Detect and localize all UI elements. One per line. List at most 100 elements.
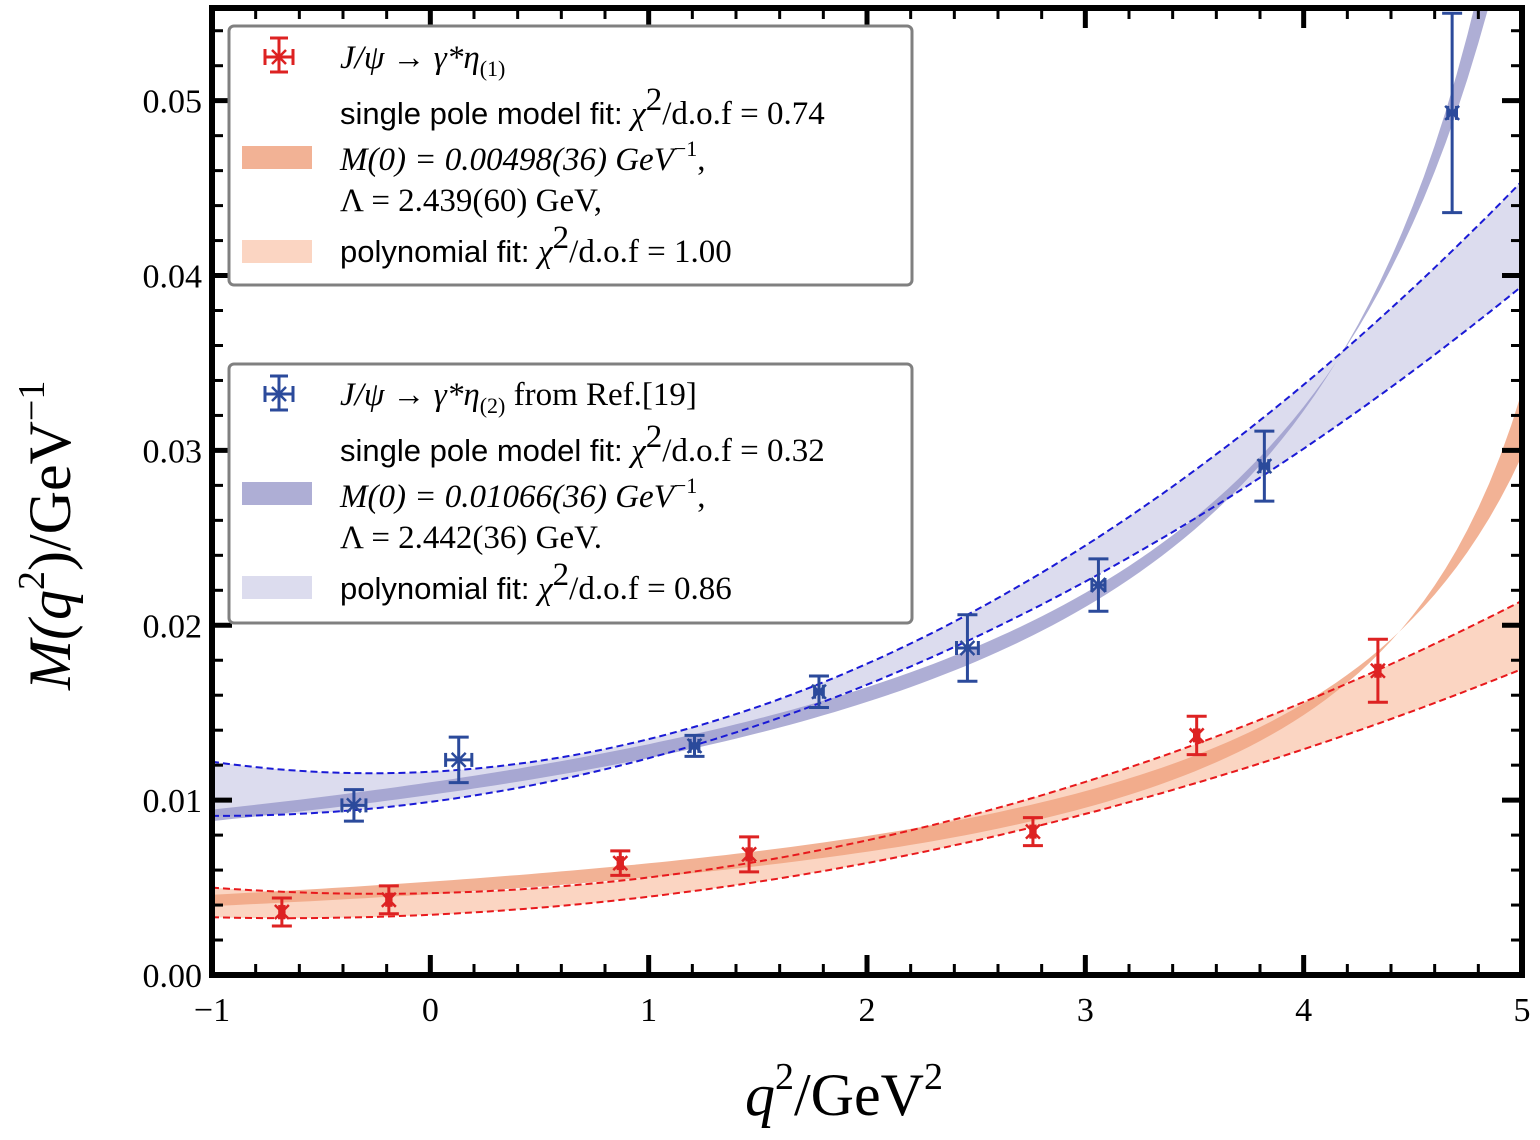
svg-text:polynomial fit: χ2/d.o.f = 0.8: polynomial fit: χ2/d.o.f = 0.86 (340, 557, 732, 607)
y-tick-label: 0.03 (143, 433, 203, 470)
star-marker (1188, 727, 1205, 744)
legend2-chi: χ (628, 433, 647, 469)
legend1-poly-chi: χ (535, 234, 554, 270)
data-point (808, 674, 829, 709)
legend2-poly-label: polynomial fit: (340, 571, 538, 606)
legend2-lambda: Λ = 2.442(36) GeV. (340, 520, 602, 556)
x-title-sup: 2 (775, 1056, 794, 1098)
fit-bands (212, 8, 1522, 919)
star-marker (273, 904, 290, 921)
legend1-poly-chi2: /d.o.f = 1.00 (569, 234, 732, 270)
x-tick-label: 3 (1077, 992, 1094, 1029)
star-marker (1025, 823, 1041, 840)
x-tick-label: 1 (640, 992, 657, 1029)
x-tick-label: −1 (194, 992, 230, 1029)
legend2-poly-chi: χ (535, 571, 554, 607)
x-tick-label: 5 (1514, 992, 1531, 1029)
data-point (1022, 816, 1043, 848)
legend1-poly-chi-sup: 2 (553, 220, 570, 256)
legend-eta2: J/ψ → γ*η(2) from Ref.[19] single pole m… (227, 362, 914, 625)
legend1-poly-label: polynomial fit: (340, 234, 538, 269)
legend1-pole-swatch (242, 146, 312, 169)
star-marker (380, 891, 397, 908)
tick-labels: −1 0 1 2 3 4 5 0.00 0.01 0.02 0.03 0.04 0.05 (143, 84, 1531, 1029)
y-tick-label: 0.00 (143, 958, 203, 995)
axis-ticks (209, 8, 1525, 978)
star-marker (1256, 458, 1273, 475)
star-marker (1370, 662, 1386, 679)
data-point (1088, 557, 1109, 613)
legend2-m0-tail: , (697, 479, 705, 515)
poly-fit-lower-line-2 (212, 285, 1522, 817)
legend-marker-red (263, 36, 295, 74)
legend1-lambda: Λ = 2.439(60) GeV, (340, 183, 602, 219)
legend1-pole-chi2: /d.o.f = 0.74 (662, 96, 825, 132)
legend2-m0-sup: −1 (674, 473, 697, 498)
svg-text:single pole model fit: χ2/d.o.: single pole model fit: χ2/d.o.f = 0.32 (340, 419, 825, 469)
legend2-pole-label: single pole model fit: (340, 433, 631, 468)
data-point (271, 896, 292, 928)
y-title-m: M(q (17, 590, 83, 691)
legend-marker-blue (263, 374, 295, 412)
x-tick-label: 4 (1295, 992, 1312, 1029)
x-tick-label: 2 (859, 992, 876, 1029)
legend2-series-label: J/ψ → γ*η (340, 377, 480, 413)
poly-fit-band-1 (212, 600, 1522, 919)
legend1-m0-tail: , (697, 142, 705, 178)
legend1-series-sub: (1) (480, 56, 506, 81)
legend1-m0-sup: −1 (674, 136, 697, 161)
legend2-series-ref: from Ref.[19] (505, 377, 697, 413)
star-marker (686, 737, 703, 754)
y-axis-title: M(q2)/GeV−1 (11, 381, 83, 691)
data-point (378, 884, 399, 916)
x-title-q: q (745, 1062, 775, 1128)
legend2-pole-chi2: /d.o.f = 0.32 (662, 433, 825, 469)
data-points (271, 11, 1463, 928)
legend2-m0: M(0) = 0.01066(36) GeV (339, 479, 678, 515)
y-title-sup: 2 (11, 571, 53, 590)
x-title-unit-sup: 2 (924, 1056, 943, 1098)
svg-text:M(0) = 0.00498(36) GeV−1,: M(0) = 0.00498(36) GeV−1, (339, 136, 706, 178)
y-tick-label: 0.01 (143, 783, 203, 820)
star-marker (1444, 104, 1461, 121)
data-point (610, 849, 631, 877)
poly-fit-lines (212, 180, 1522, 920)
svg-text:J/ψ → γ*η(2) from Ref.[19]: J/ψ → γ*η(2) from Ref.[19] (340, 377, 697, 418)
star-marker (1090, 577, 1107, 594)
svg-text:J/ψ → γ*η(1): J/ψ → γ*η(1) (340, 40, 505, 81)
star-marker (346, 797, 362, 814)
data-point (444, 735, 474, 785)
data-point (1367, 637, 1388, 704)
star-marker (450, 751, 467, 768)
poly-fit-upper-line-1 (212, 599, 1522, 895)
legend-box (227, 24, 914, 287)
legend1-poly-swatch (242, 240, 312, 263)
star-marker (612, 855, 629, 872)
legend1-series-label: J/ψ → γ*η (340, 40, 480, 76)
legend-eta1: J/ψ → γ*η(1) single pole model fit: χ2/d… (227, 24, 914, 287)
star-marker (959, 640, 976, 657)
legend1-chi: χ (628, 96, 647, 132)
data-point (1186, 714, 1207, 757)
poly-fit-upper-line-2 (212, 180, 1522, 775)
data-point (684, 733, 705, 758)
x-tick-label: 0 (422, 992, 439, 1029)
legend1-chi-sup: 2 (646, 82, 663, 118)
data-point (955, 613, 980, 683)
data-point (1442, 11, 1463, 215)
svg-text:M(0) = 0.01066(36) GeV−1,: M(0) = 0.01066(36) GeV−1, (339, 473, 706, 515)
legend2-chi-sup: 2 (646, 419, 663, 455)
data-point (340, 788, 368, 823)
star-marker (741, 846, 757, 863)
legend-box (227, 362, 914, 625)
x-axis-title: q2/GeV2 (745, 1056, 943, 1128)
y-title-unit-sup: −1 (11, 381, 53, 421)
y-tick-label: 0.04 (143, 259, 203, 296)
star-marker (811, 683, 827, 700)
legend1-pole-label: single pole model fit: (340, 96, 631, 131)
legend2-pole-swatch (242, 482, 312, 505)
svg-text:single pole model fit: χ2/d.o.: single pole model fit: χ2/d.o.f = 0.74 (340, 82, 825, 132)
legend2-poly-chi-sup: 2 (553, 557, 570, 593)
y-title-unit: )/GeV (17, 421, 83, 571)
